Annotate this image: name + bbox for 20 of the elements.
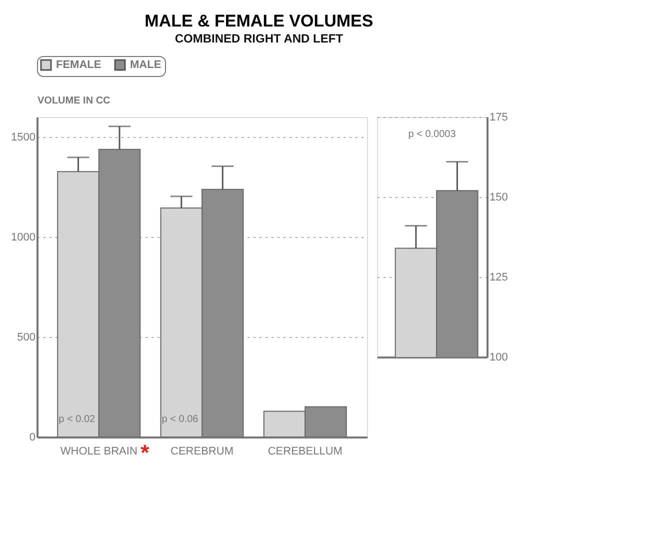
legend-label: MALE [130, 59, 162, 71]
y-tick-label: 1000 [11, 232, 36, 244]
chart-title: MALE & FEMALE VOLUMES [144, 12, 374, 30]
text: * [140, 440, 150, 465]
chart-subtitle: COMBINED RIGHT AND LEFT [174, 32, 344, 46]
y-tick-label: 100 [490, 352, 508, 364]
x-tick-label: CEREBRUM [170, 446, 234, 458]
annotation: p < 0.02 [58, 414, 96, 425]
x-tick-label: CEREBELLUM [268, 446, 342, 458]
y-tick-label: 150 [490, 192, 508, 204]
y-tick-label: 0 [29, 432, 36, 444]
x-tick-label: WHOLE BRAIN [60, 446, 138, 458]
annotation: p < 0.06 [162, 414, 199, 425]
y-tick-label: 175 [490, 112, 508, 124]
y-tick-label: 1500 [11, 132, 36, 144]
annotation: p < 0.0003 [408, 129, 456, 140]
legend-label: FEMALE [56, 59, 102, 71]
y-tick-label: 125 [490, 272, 508, 284]
y-tick-label: 500 [17, 332, 36, 344]
y-axis-title: VOLUME IN CC [38, 96, 110, 106]
